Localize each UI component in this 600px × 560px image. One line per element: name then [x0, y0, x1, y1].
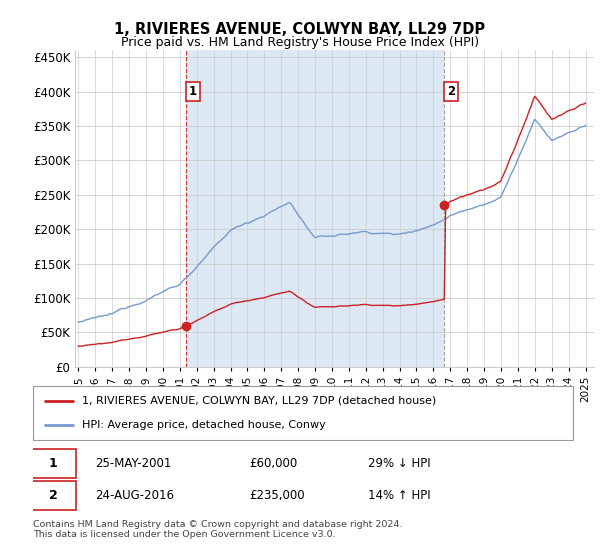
FancyBboxPatch shape — [30, 449, 76, 478]
Text: £235,000: £235,000 — [249, 489, 305, 502]
Text: 1, RIVIERES AVENUE, COLWYN BAY, LL29 7DP: 1, RIVIERES AVENUE, COLWYN BAY, LL29 7DP — [115, 22, 485, 38]
Text: 1: 1 — [189, 85, 197, 98]
Bar — [186, 50, 445, 367]
Text: £60,000: £60,000 — [249, 457, 297, 470]
FancyBboxPatch shape — [30, 482, 76, 510]
Text: 2: 2 — [49, 489, 58, 502]
Text: 2: 2 — [447, 85, 455, 98]
Text: 25-MAY-2001: 25-MAY-2001 — [95, 457, 172, 470]
Text: Contains HM Land Registry data © Crown copyright and database right 2024.
This d: Contains HM Land Registry data © Crown c… — [33, 520, 403, 539]
Text: Price paid vs. HM Land Registry's House Price Index (HPI): Price paid vs. HM Land Registry's House … — [121, 36, 479, 49]
FancyBboxPatch shape — [33, 386, 573, 440]
Text: HPI: Average price, detached house, Conwy: HPI: Average price, detached house, Conw… — [82, 420, 325, 430]
Text: 14% ↑ HPI: 14% ↑ HPI — [368, 489, 430, 502]
Text: 24-AUG-2016: 24-AUG-2016 — [95, 489, 174, 502]
Text: 1: 1 — [49, 457, 58, 470]
Text: 1, RIVIERES AVENUE, COLWYN BAY, LL29 7DP (detached house): 1, RIVIERES AVENUE, COLWYN BAY, LL29 7DP… — [82, 396, 436, 406]
Text: 29% ↓ HPI: 29% ↓ HPI — [368, 457, 430, 470]
